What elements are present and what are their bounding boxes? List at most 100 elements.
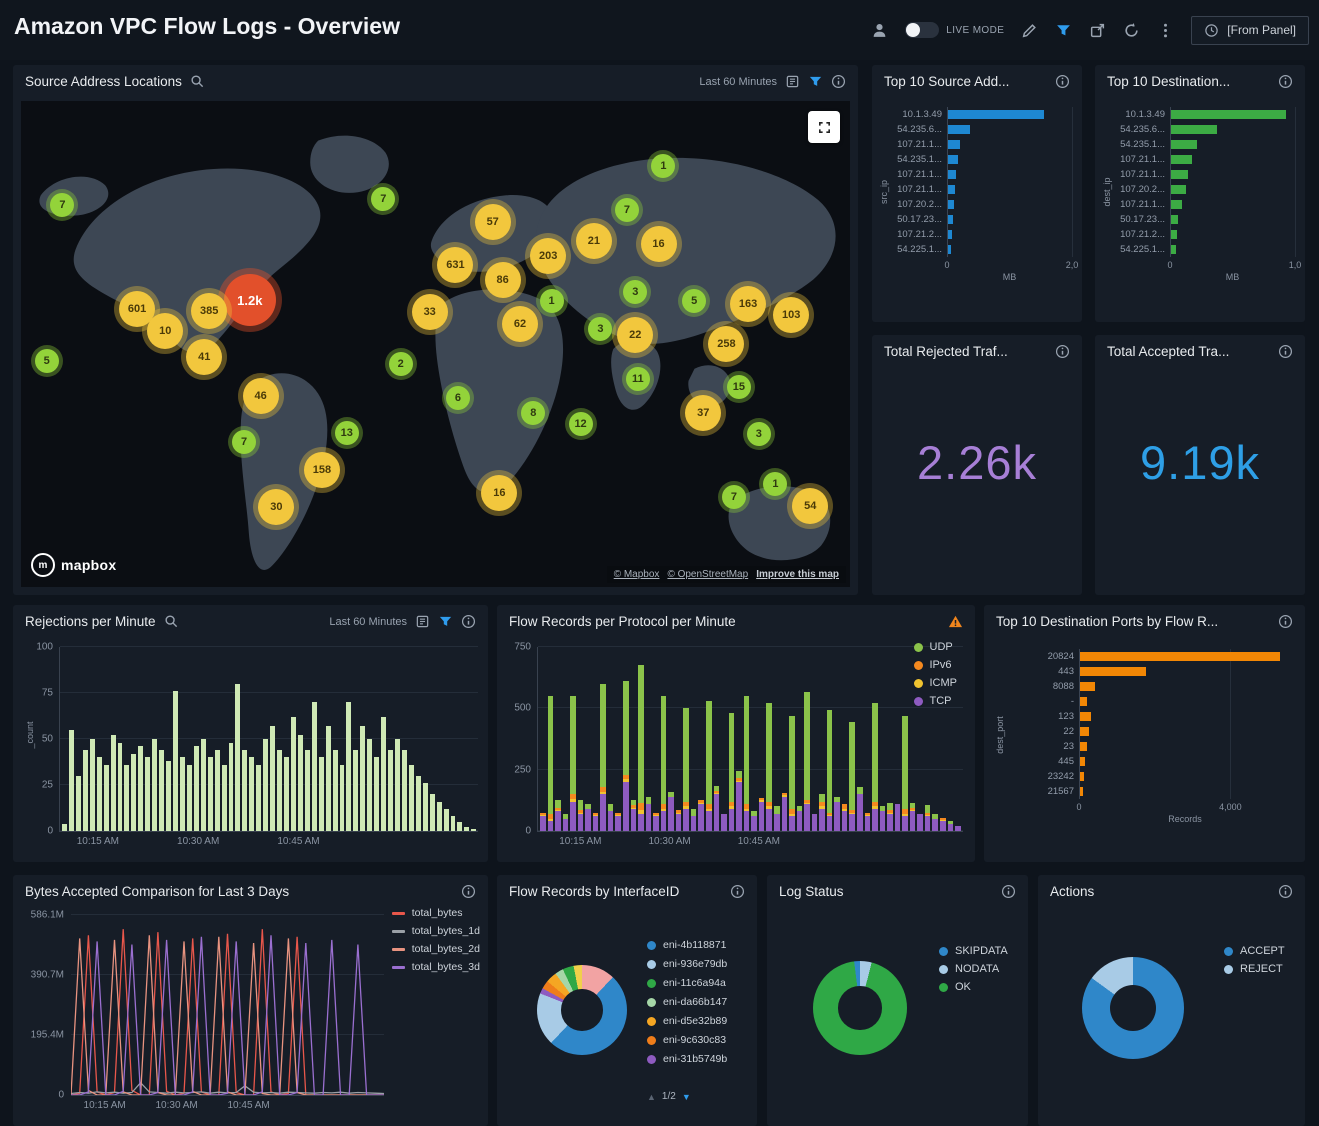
bar[interactable] xyxy=(948,215,953,224)
map-marker[interactable]: 30 xyxy=(258,488,295,525)
bar[interactable] xyxy=(68,729,74,831)
map-marker[interactable]: 5 xyxy=(682,289,707,314)
bar[interactable] xyxy=(193,746,199,831)
stacked-bar[interactable] xyxy=(789,715,795,831)
bar[interactable] xyxy=(1080,682,1096,691)
map-marker[interactable]: 41 xyxy=(186,339,223,376)
bar[interactable] xyxy=(415,775,421,831)
info-icon[interactable] xyxy=(1278,74,1293,89)
map-marker[interactable]: 5 xyxy=(34,349,59,373)
bar[interactable] xyxy=(353,750,359,831)
bar[interactable] xyxy=(179,757,185,831)
stacked-bar[interactable] xyxy=(804,692,810,831)
bar[interactable] xyxy=(270,726,276,831)
stacked-bar[interactable] xyxy=(570,696,576,831)
bar[interactable] xyxy=(96,757,102,831)
stacked-bar[interactable] xyxy=(751,811,757,831)
bar[interactable] xyxy=(367,739,373,831)
stacked-bar[interactable] xyxy=(562,813,569,831)
map-marker[interactable]: 2 xyxy=(388,351,413,376)
stacked-bar[interactable] xyxy=(743,696,750,831)
stacked-bar[interactable] xyxy=(736,770,742,831)
bar[interactable] xyxy=(948,170,957,179)
edit-pencil-icon[interactable] xyxy=(1021,22,1038,39)
rejections-bar-chart[interactable]: 0 25 50 75 100 10:15 AM 10:30 AM 10:45 AM xyxy=(36,642,478,847)
stacked-bar[interactable] xyxy=(713,785,720,831)
bar[interactable] xyxy=(443,808,449,831)
legend-item[interactable]: eni-9c630c83 xyxy=(647,1034,727,1046)
zoom-search-icon[interactable] xyxy=(164,614,179,629)
bar[interactable] xyxy=(186,764,192,831)
map-marker[interactable]: 203 xyxy=(530,237,567,274)
log-status-donut-chart[interactable] xyxy=(813,961,907,1055)
legend-item[interactable]: IPv6 xyxy=(913,659,958,671)
interface-donut-chart[interactable] xyxy=(537,965,627,1055)
map-marker[interactable]: 11 xyxy=(625,366,650,391)
share-icon[interactable] xyxy=(1089,22,1106,39)
bar[interactable] xyxy=(1171,155,1193,164)
stacked-bar[interactable] xyxy=(668,791,674,831)
legend-item[interactable]: total_bytes_1d xyxy=(391,925,480,937)
stacked-bar[interactable] xyxy=(638,665,644,831)
info-icon[interactable] xyxy=(1278,884,1293,899)
map-marker[interactable]: 86 xyxy=(484,262,521,299)
map-marker[interactable]: 258 xyxy=(708,326,745,362)
stacked-bar[interactable] xyxy=(819,794,825,831)
map-marker[interactable]: 3 xyxy=(746,422,771,447)
map-marker[interactable]: 7 xyxy=(50,193,75,217)
bar[interactable] xyxy=(131,753,137,831)
legend-item[interactable]: total_bytes xyxy=(391,907,480,919)
legend-item[interactable]: eni-31b5749b xyxy=(647,1053,727,1065)
bar[interactable] xyxy=(1171,185,1186,194)
bar[interactable] xyxy=(214,750,220,831)
bar[interactable] xyxy=(110,735,116,831)
map-marker[interactable]: 6 xyxy=(445,386,470,411)
stacked-bar[interactable] xyxy=(932,813,938,831)
legend-item[interactable]: ICMP xyxy=(913,677,957,689)
stacked-bar[interactable] xyxy=(728,713,735,831)
bar[interactable] xyxy=(374,757,380,831)
bar[interactable] xyxy=(471,829,477,831)
bar[interactable] xyxy=(450,816,456,831)
bar[interactable] xyxy=(948,110,1045,119)
live-mode-toggle[interactable]: LIVE MODE xyxy=(905,22,1004,38)
legend-item[interactable]: SKIPDATA xyxy=(939,945,1008,957)
map-marker[interactable]: 21 xyxy=(575,222,612,259)
map-marker[interactable]: 8 xyxy=(521,401,546,426)
stacked-bar[interactable] xyxy=(811,813,818,831)
info-icon[interactable] xyxy=(831,74,846,89)
expand-icon[interactable] xyxy=(808,111,840,143)
bar[interactable] xyxy=(408,764,414,831)
map-marker[interactable]: 631 xyxy=(437,246,474,283)
bar[interactable] xyxy=(332,750,338,831)
bar[interactable] xyxy=(82,750,88,831)
map-marker[interactable]: 13 xyxy=(334,421,359,446)
pager-down-icon[interactable]: ▼ xyxy=(681,1091,691,1102)
bar[interactable] xyxy=(422,783,428,831)
map-marker[interactable]: 1 xyxy=(651,153,676,178)
stacked-bar[interactable] xyxy=(577,800,584,831)
bar[interactable] xyxy=(1080,742,1088,751)
filter-icon[interactable] xyxy=(1055,22,1072,39)
stacked-bar[interactable] xyxy=(645,796,652,831)
stacked-bar[interactable] xyxy=(683,708,689,831)
bar[interactable] xyxy=(124,764,130,831)
bar[interactable] xyxy=(948,140,961,149)
map-marker[interactable]: 158 xyxy=(303,451,340,488)
map-marker[interactable]: 7 xyxy=(232,430,256,455)
stacked-bar[interactable] xyxy=(781,793,788,831)
bar[interactable] xyxy=(159,750,165,831)
bar[interactable] xyxy=(311,702,317,831)
bar[interactable] xyxy=(948,245,952,254)
time-range[interactable]: Last 60 Minutes xyxy=(699,75,777,88)
osm-attrib-link[interactable]: © OpenStreetMap xyxy=(667,569,749,580)
bar[interactable] xyxy=(360,726,366,831)
stacked-bar[interactable] xyxy=(547,696,554,831)
map-marker[interactable]: 385 xyxy=(191,293,228,330)
stacked-bar[interactable] xyxy=(615,812,622,831)
bar[interactable] xyxy=(138,746,144,831)
stacked-bar[interactable] xyxy=(623,681,629,831)
legend-item[interactable]: UDP xyxy=(913,641,958,653)
bar[interactable] xyxy=(277,750,282,831)
top-source-bar-chart[interactable]: 10.1.3.49 54.235.6... 107.21.1... 54.235.1.… xyxy=(884,107,1078,285)
